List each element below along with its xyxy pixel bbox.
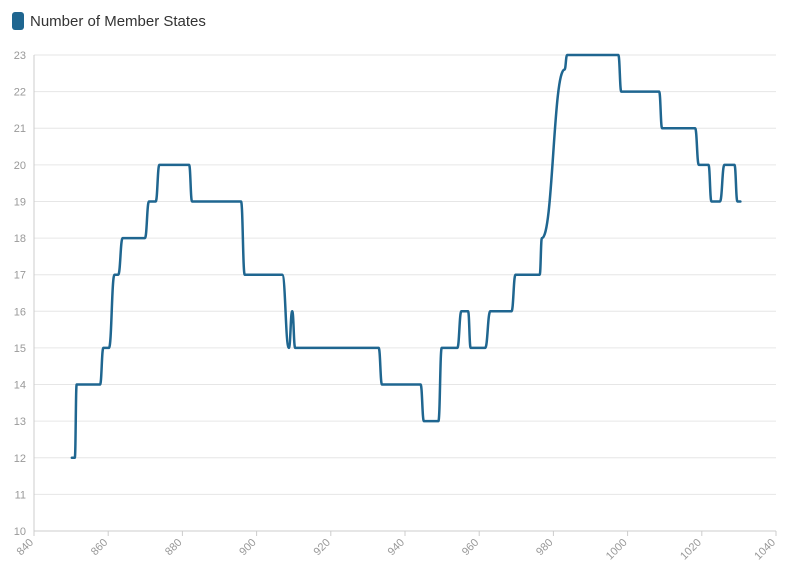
x-tick-label: 980 bbox=[534, 537, 555, 558]
x-tick-label: 1000 bbox=[604, 537, 630, 563]
x-tick-label: 960 bbox=[460, 537, 481, 558]
x-tick-label: 860 bbox=[89, 537, 110, 558]
y-tick-label: 13 bbox=[14, 416, 26, 428]
y-tick-label: 11 bbox=[15, 489, 26, 501]
x-tick-label: 920 bbox=[311, 537, 332, 558]
legend-label: Number of Member States bbox=[30, 12, 206, 30]
y-tick-label: 21 bbox=[14, 123, 26, 135]
x-tick-label: 880 bbox=[163, 537, 184, 558]
y-tick-label: 18 bbox=[14, 233, 26, 245]
y-tick-label: 14 bbox=[14, 380, 26, 392]
x-tick-label: 840 bbox=[15, 537, 36, 558]
y-tick-label: 19 bbox=[14, 196, 26, 208]
x-tick-label: 1020 bbox=[678, 537, 704, 563]
legend[interactable]: Number of Member States bbox=[12, 12, 206, 30]
x-tick-label: 940 bbox=[386, 537, 407, 558]
y-tick-label: 17 bbox=[14, 270, 26, 282]
y-tick-label: 12 bbox=[14, 453, 26, 465]
y-tick-label: 10 bbox=[14, 526, 26, 538]
x-tick-label: 900 bbox=[237, 537, 258, 558]
series-line-0[interactable] bbox=[70, 53, 742, 460]
y-tick-label: 16 bbox=[14, 306, 26, 318]
x-tick-label: 1040 bbox=[752, 537, 778, 563]
legend-swatch bbox=[12, 12, 24, 30]
y-tick-label: 22 bbox=[14, 87, 26, 99]
y-tick-label: 15 bbox=[14, 343, 26, 355]
y-tick-label: 23 bbox=[14, 50, 26, 62]
y-tick-label: 20 bbox=[14, 160, 26, 172]
